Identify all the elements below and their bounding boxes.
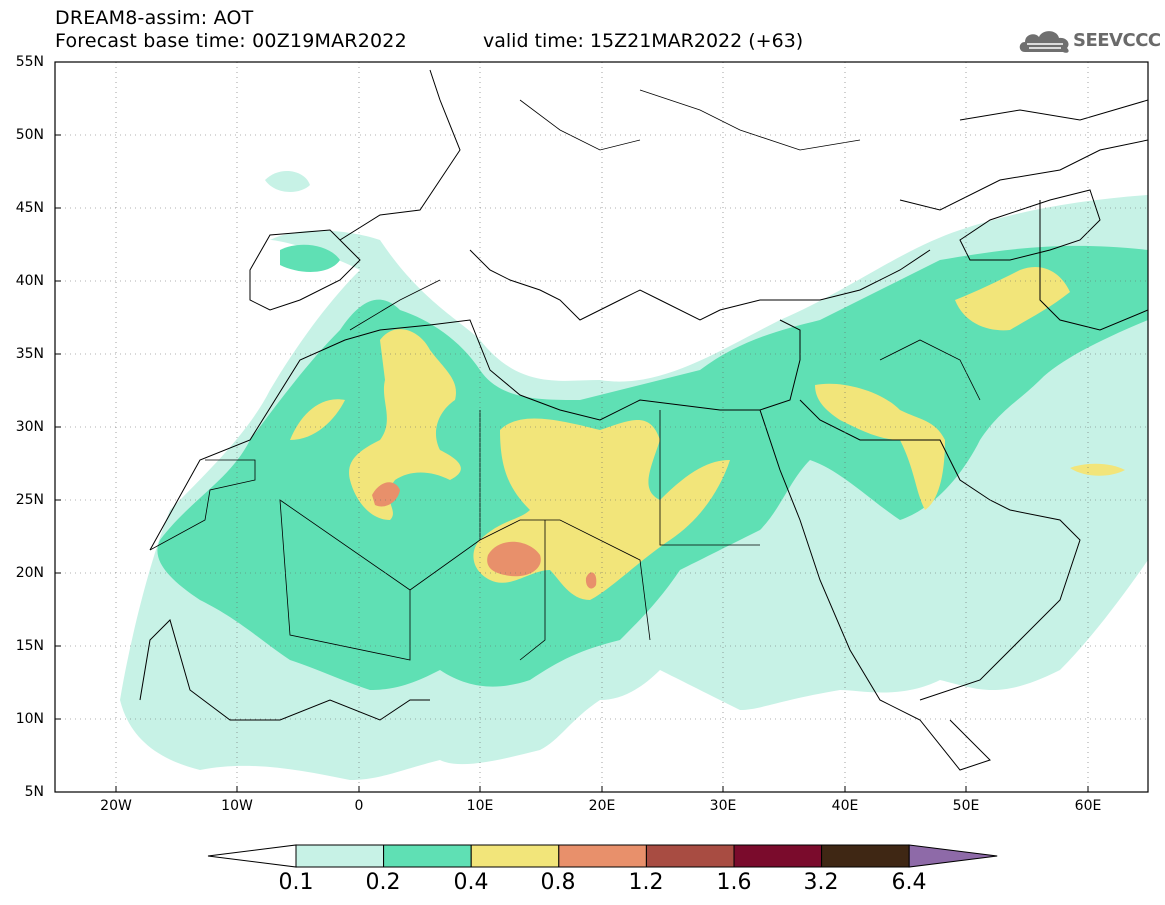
colorbar-swatch xyxy=(295,844,385,868)
lon-label-30e: 30E xyxy=(709,798,737,814)
colorbar-label: 0.4 xyxy=(453,870,489,895)
logo-text: SEEVCCC xyxy=(1073,30,1161,51)
lon-label-50e: 50E xyxy=(952,798,980,814)
lat-label-30n: 30N xyxy=(15,419,44,435)
tick-marks xyxy=(55,134,1089,792)
colorbar xyxy=(207,844,998,868)
lat-label-15n: 15N xyxy=(15,638,44,654)
gridlines xyxy=(55,62,1148,792)
lon-label-60e: 60E xyxy=(1074,798,1102,814)
colorbar-swatch xyxy=(470,844,560,868)
lat-label-25n: 25N xyxy=(15,492,44,508)
aot-band-salmon xyxy=(372,482,597,589)
colorbar-swatch xyxy=(558,844,647,868)
colorbar-label: 1.2 xyxy=(628,870,664,895)
colorbar-label: 0.1 xyxy=(278,870,314,895)
lon-label-10e: 10E xyxy=(466,798,494,814)
colorbar-label: 0.2 xyxy=(365,870,401,895)
lon-label-40e: 40E xyxy=(831,798,859,814)
colorbar-swatch xyxy=(383,844,472,868)
lat-label-50n: 50N xyxy=(15,127,44,143)
lat-label-10n: 10N xyxy=(15,711,44,727)
lon-label-20e: 20E xyxy=(588,798,616,814)
colorbar-arrow-high xyxy=(908,844,998,868)
forecast-base-time: Forecast base time: 00Z19MAR2022 xyxy=(55,30,407,52)
seevccc-logo: SEEVCCC xyxy=(1017,24,1161,58)
political-borders xyxy=(149,89,981,661)
lon-label-10w: 10W xyxy=(221,798,253,814)
lon-label-0: 0 xyxy=(354,798,364,814)
colorbar-label: 0.8 xyxy=(540,870,576,895)
valid-time: valid time: 15Z21MAR2022 (+63) xyxy=(483,30,804,52)
lat-label-35n: 35N xyxy=(15,346,44,362)
lat-label-40n: 40N xyxy=(15,273,44,289)
colorbar-label: 3.2 xyxy=(803,870,839,895)
coastlines xyxy=(139,69,1148,771)
lat-label-55n: 55N xyxy=(15,54,44,70)
lon-label-20w: 20W xyxy=(100,798,132,814)
lat-label-5n: 5N xyxy=(24,784,44,800)
colorbar-swatch xyxy=(821,844,910,868)
colorbar-swatch xyxy=(733,844,823,868)
map-title: DREAM8-assim: AOT xyxy=(55,7,254,29)
colorbar-swatch xyxy=(645,844,735,868)
colorbar-label: 1.6 xyxy=(716,870,752,895)
lat-label-20n: 20N xyxy=(15,565,44,581)
lat-label-45n: 45N xyxy=(15,200,44,216)
colorbar-arrow-low xyxy=(207,844,297,868)
colorbar-label: 6.4 xyxy=(891,870,927,895)
cloud-icon xyxy=(1019,31,1069,53)
